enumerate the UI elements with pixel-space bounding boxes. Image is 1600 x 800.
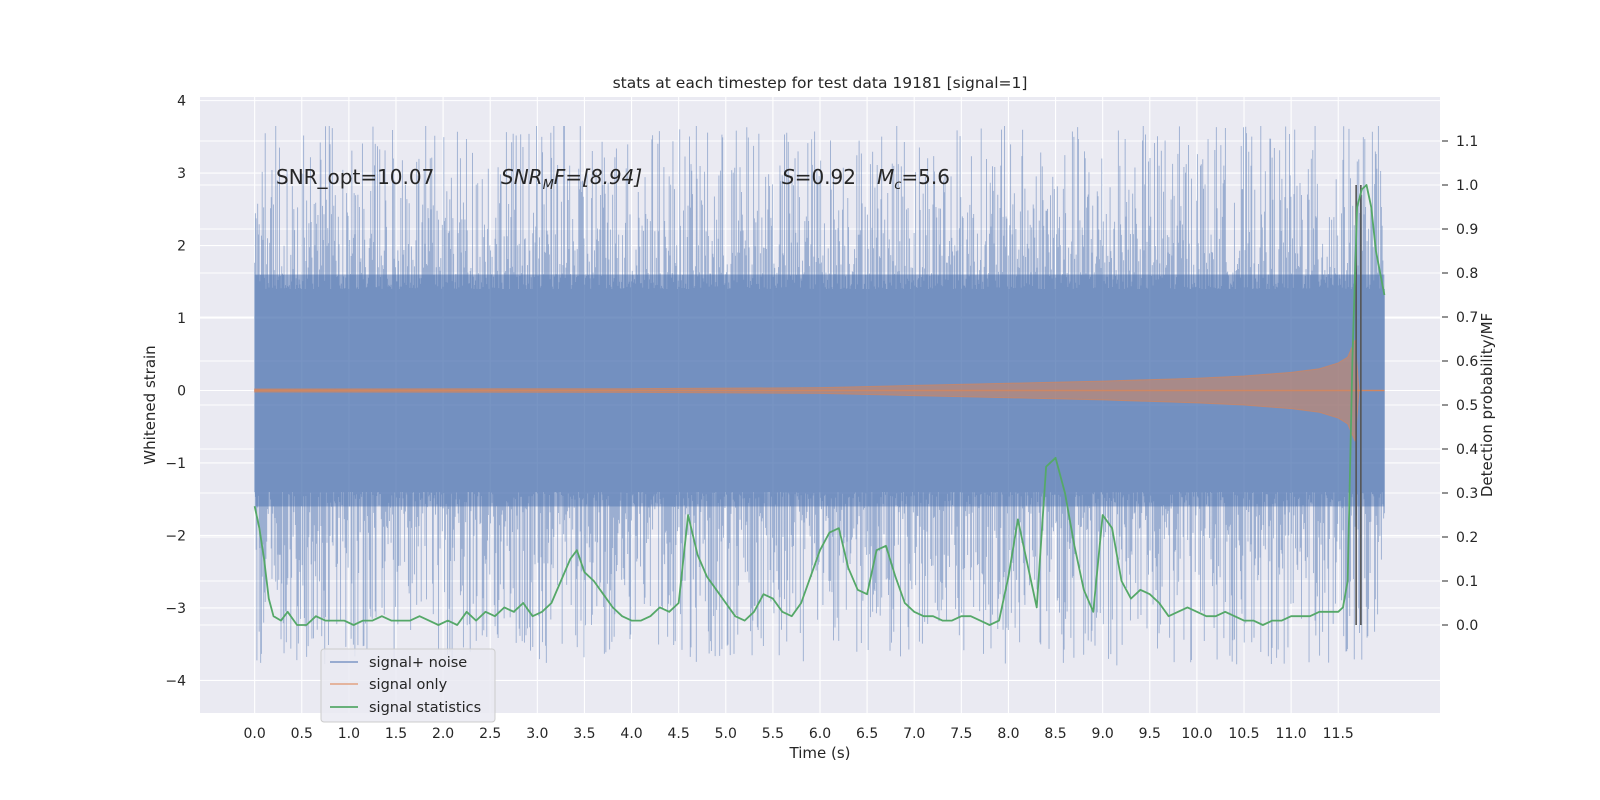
x-tick-labels: 0.0 0.5 1.0 1.5 2.0 2.5 3.0 3.5 4.0 4.5 5.0 5.5 6.0 6… — [244, 726, 1354, 742]
x-tick-label: 7.5 — [950, 726, 972, 742]
y-tick-label-left: −4 — [165, 673, 186, 689]
x-tick-label: 11.5 — [1323, 726, 1354, 742]
x-tick-label: 9.0 — [1092, 726, 1114, 742]
y-tick-label-right: 0.7 — [1456, 310, 1478, 326]
x-tick-label: 0.0 — [244, 726, 266, 742]
y-tick-label-right: 0.8 — [1456, 266, 1478, 282]
x-tick-label: 6.0 — [809, 726, 831, 742]
x-tick-label: 4.5 — [668, 726, 690, 742]
x-tick-label: 2.5 — [479, 726, 501, 742]
y-tick-label-right: 0.5 — [1456, 398, 1478, 414]
y-tick-label-right: 1.0 — [1456, 178, 1478, 194]
series-signal-only — [254, 339, 1385, 442]
annotation-mc-rest: =5.6 — [901, 165, 950, 189]
y-tick-label-left: 4 — [177, 94, 186, 110]
annotation-snr-mf-base: SNR — [501, 165, 543, 189]
statistics-line — [253, 184, 1386, 626]
legend: signal+ noise signal only signal statist… — [320, 648, 496, 723]
annotation-s-base: S — [782, 165, 795, 189]
annotation-mc-sub: c — [894, 178, 901, 193]
annotation-snr-mf-rest: F=[8.94] — [554, 165, 642, 189]
annotation-s-rest: =0.92 — [795, 165, 856, 189]
x-tick-label: 5.0 — [715, 726, 737, 742]
y-tick-label-left: 2 — [177, 239, 186, 255]
y-tick-label-right: 0.6 — [1456, 354, 1478, 370]
x-tick-label: 2.0 — [432, 726, 454, 742]
annotation-mc-base: M — [877, 165, 894, 189]
x-tick-label: 1.0 — [338, 726, 360, 742]
x-tick-label: 3.0 — [526, 726, 548, 742]
annotation-snr-mf: SNRMF=[8.94] — [501, 165, 642, 193]
x-tick-label: 10.0 — [1181, 726, 1212, 742]
y-tick-label-right: 0.2 — [1456, 530, 1478, 546]
annotation-snr-mf-sub: M — [543, 178, 554, 193]
annotation-snr-opt: SNR_opt=10.07 — [276, 165, 434, 189]
x-tick-label: 9.5 — [1139, 726, 1161, 742]
y-tick-label-left: 1 — [177, 311, 186, 327]
y-axis-label-right: Detection probability/MF — [1478, 313, 1496, 497]
x-tick-label: 6.5 — [856, 726, 878, 742]
y-tick-label-left: 3 — [177, 166, 186, 182]
series-signal-statistics — [253, 184, 1386, 626]
y-tick-labels-right: 0.0 0.1 0.2 0.3 0.4 0.5 0.6 0.7 0.8 0.9 1.0 1.1 — [1442, 134, 1478, 634]
x-tick-label: 8.5 — [1044, 726, 1066, 742]
legend-box — [320, 648, 496, 723]
y-tick-label-left: −1 — [165, 456, 186, 472]
legend-label-signal-noise: signal+ noise — [369, 655, 467, 671]
x-tick-label: 8.0 — [997, 726, 1019, 742]
y-tick-label-right: 0.3 — [1456, 486, 1478, 502]
x-tick-label: 3.5 — [573, 726, 595, 742]
y-tick-label-left: 0 — [177, 384, 186, 400]
x-tick-label: 0.5 — [291, 726, 313, 742]
y-axis-label-left: Whitened strain — [141, 345, 159, 464]
x-tick-label: 10.5 — [1228, 726, 1259, 742]
y-tick-labels-left: −4 −3 −2 −1 0 1 2 3 4 — [165, 94, 186, 690]
x-tick-label: 11.0 — [1276, 726, 1307, 742]
annotation-mc: Mc=5.6 — [877, 165, 950, 193]
x-tick-label: 7.0 — [903, 726, 925, 742]
legend-label-signal-only: signal only — [369, 677, 448, 693]
x-tick-label: 1.5 — [385, 726, 407, 742]
y-tick-label-left: −2 — [165, 528, 186, 544]
x-tick-label: 4.0 — [620, 726, 642, 742]
legend-label-signal-statistics: signal statistics — [369, 700, 481, 716]
y-tick-label-right: 0.4 — [1456, 442, 1478, 458]
annotation-s: S=0.92 — [782, 165, 856, 189]
y-tick-label-left: −3 — [165, 601, 186, 617]
chart-title: stats at each timestep for test data 191… — [613, 74, 1028, 92]
y-tick-label-right: 1.1 — [1456, 134, 1478, 150]
x-tick-label: 5.5 — [762, 726, 784, 742]
y-tick-label-right: 0.9 — [1456, 222, 1478, 238]
x-axis-label: Time (s) — [789, 744, 851, 762]
y-tick-label-right: 0.0 — [1456, 618, 1478, 634]
y-tick-label-right: 0.1 — [1456, 574, 1478, 590]
